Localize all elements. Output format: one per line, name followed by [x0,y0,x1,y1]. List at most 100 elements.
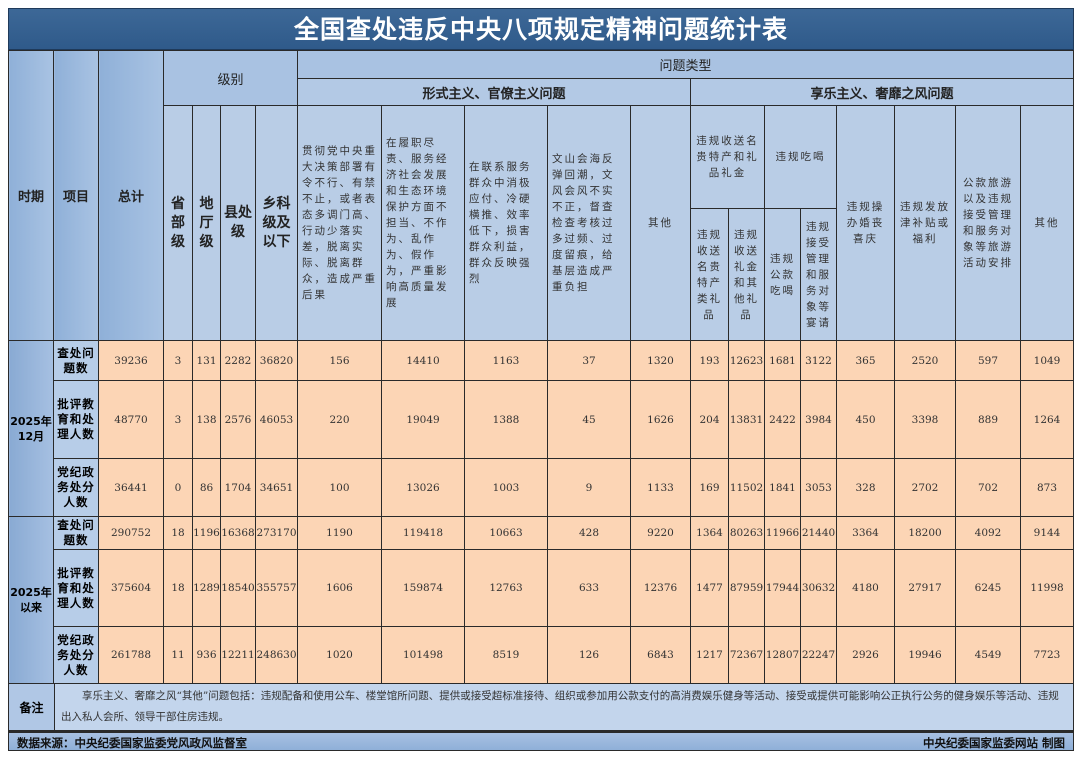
value-cell: 375604 [98,549,164,627]
value-cell: 290752 [98,516,164,550]
item-cell: 查处问题数 [53,340,99,381]
value-cell: 1190 [297,516,383,550]
gifts-col-cash: 违规收送礼金和其他礼品 [728,208,766,341]
value-cell: 119418 [381,516,466,550]
note-label: 备注 [9,684,55,730]
value-cell: 169 [690,458,730,517]
value-cell: 3398 [894,380,957,459]
level-provincial: 省部级 [163,105,193,341]
value-cell: 21440 [800,516,838,550]
period-header: 时期 [8,50,54,341]
value-cell: 3364 [836,516,896,550]
value-cell: 261788 [98,626,164,684]
value-cell: 1364 [690,516,730,550]
value-cell: 365 [836,340,896,381]
value-cell: 3122 [800,340,838,381]
value-cell: 10663 [464,516,549,550]
value-cell: 86 [192,458,221,517]
value-cell: 48770 [98,380,164,459]
note-text: 享乐主义、奢靡之风“其他”问题包括：违规配备和使用公车、楼堂馆所问题、提供或接受… [61,690,1059,723]
value-cell: 220 [297,380,383,459]
value-cell: 8519 [464,626,549,684]
formalism-header: 形式主义、官僚主义问题 [297,78,692,106]
item-cell: 党纪政务处分人数 [53,626,99,684]
value-cell: 428 [547,516,632,550]
value-cell: 1264 [1020,380,1075,459]
value-cell: 1020 [297,626,383,684]
value-cell: 9144 [1020,516,1075,550]
value-cell: 3984 [800,380,838,459]
value-cell: 159874 [381,549,466,627]
value-cell: 1606 [297,549,383,627]
value-cell: 22247 [800,626,838,684]
value-cell: 2422 [764,380,802,459]
value-cell: 18540 [220,549,256,627]
value-cell: 36441 [98,458,164,517]
value-cell: 1626 [630,380,692,459]
stats-table-sheet: 全国查处违反中央八项规定精神问题统计表 时期 项目 总计 级别 问题类型 形式主… [8,8,1075,751]
value-cell: 2702 [894,458,957,517]
formalism-col-3: 在联系服务群众中消极应付、冷硬横推、效率低下，损害群众利益，群众反映强烈 [464,105,549,341]
level-county: 县处级 [220,105,256,341]
value-cell: 156 [297,340,383,381]
value-cell: 9220 [630,516,692,550]
value-cell: 2576 [220,380,256,459]
table-title: 全国查处违反中央八项规定精神问题统计表 [8,8,1074,50]
note-row: 备注 享乐主义、奢靡之风“其他”问题包括：违规配备和使用公车、楼堂馆所问题、提供… [8,684,1074,731]
item-cell: 批评教育和处理人数 [53,549,99,627]
value-cell: 39236 [98,340,164,381]
formalism-col-2: 在履职尽责、服务经济社会发展和生态环境保护方面不担当、不作为、乱作为、假作为，严… [381,105,466,341]
item-cell: 批评教育和处理人数 [53,380,99,459]
level-header: 级别 [162,50,299,106]
value-cell: 0 [163,458,193,517]
gifts-col-specialty: 违规收送名贵特产类礼品 [690,208,730,341]
table-row: 批评教育和处理人数 375604 18 1289 18540 355757 1606 1598… [9,549,1075,627]
value-cell: 248630 [254,626,299,684]
value-cell: 9 [547,458,632,517]
value-cell: 12763 [464,549,549,627]
value-cell: 12211 [220,626,256,684]
value-cell: 11998 [1020,549,1075,627]
value-cell: 11502 [728,458,766,517]
value-cell: 450 [836,380,896,459]
formalism-col-other: 其他 [630,105,692,341]
value-cell: 2520 [894,340,957,381]
gifts-group-header: 违规收送名贵特产和礼品礼金 [690,105,766,209]
value-cell: 1049 [1020,340,1075,381]
value-cell: 17944 [764,549,802,627]
value-cell: 3 [163,340,193,381]
period-cell: 2025年12月 [8,340,54,517]
value-cell: 34651 [254,458,299,517]
value-cell: 37 [547,340,632,381]
problem-type-header: 问题类型 [297,50,1075,79]
value-cell: 4092 [955,516,1022,550]
hedonism-col-weddings: 违规操办婚丧喜庆 [836,105,896,341]
value-cell: 6843 [630,626,692,684]
dining-group-header: 违规吃喝 [764,105,838,209]
value-cell: 18 [163,549,193,627]
hedonism-col-allowances: 违规发放津补贴或福利 [894,105,957,341]
value-cell: 14410 [381,340,466,381]
value-cell: 355757 [254,549,299,627]
value-cell: 45 [547,380,632,459]
value-cell: 889 [955,380,1022,459]
value-cell: 1217 [690,626,730,684]
value-cell: 100 [297,458,383,517]
value-cell: 193 [690,340,730,381]
value-cell: 3053 [800,458,838,517]
value-cell: 1388 [464,380,549,459]
value-cell: 328 [836,458,896,517]
value-cell: 2282 [220,340,256,381]
credit: 中央纪委国家监委网站 制图 [922,736,1065,750]
stats-table: 时期 项目 总计 级别 问题类型 形式主义、官僚主义问题 享乐主义、奢靡之风问题… [8,50,1075,684]
value-cell: 1289 [192,549,221,627]
value-cell: 2926 [836,626,896,684]
dining-col-public-funds: 违规公款吃喝 [764,208,802,341]
value-cell: 19049 [381,380,466,459]
total-header: 总计 [98,50,164,341]
dining-col-banquets: 违规接受管理和服务对象等宴请 [800,208,838,341]
value-cell: 873 [1020,458,1075,517]
level-township: 乡科级及以下 [254,105,299,341]
value-cell: 16368 [220,516,256,550]
value-cell: 126 [547,626,632,684]
